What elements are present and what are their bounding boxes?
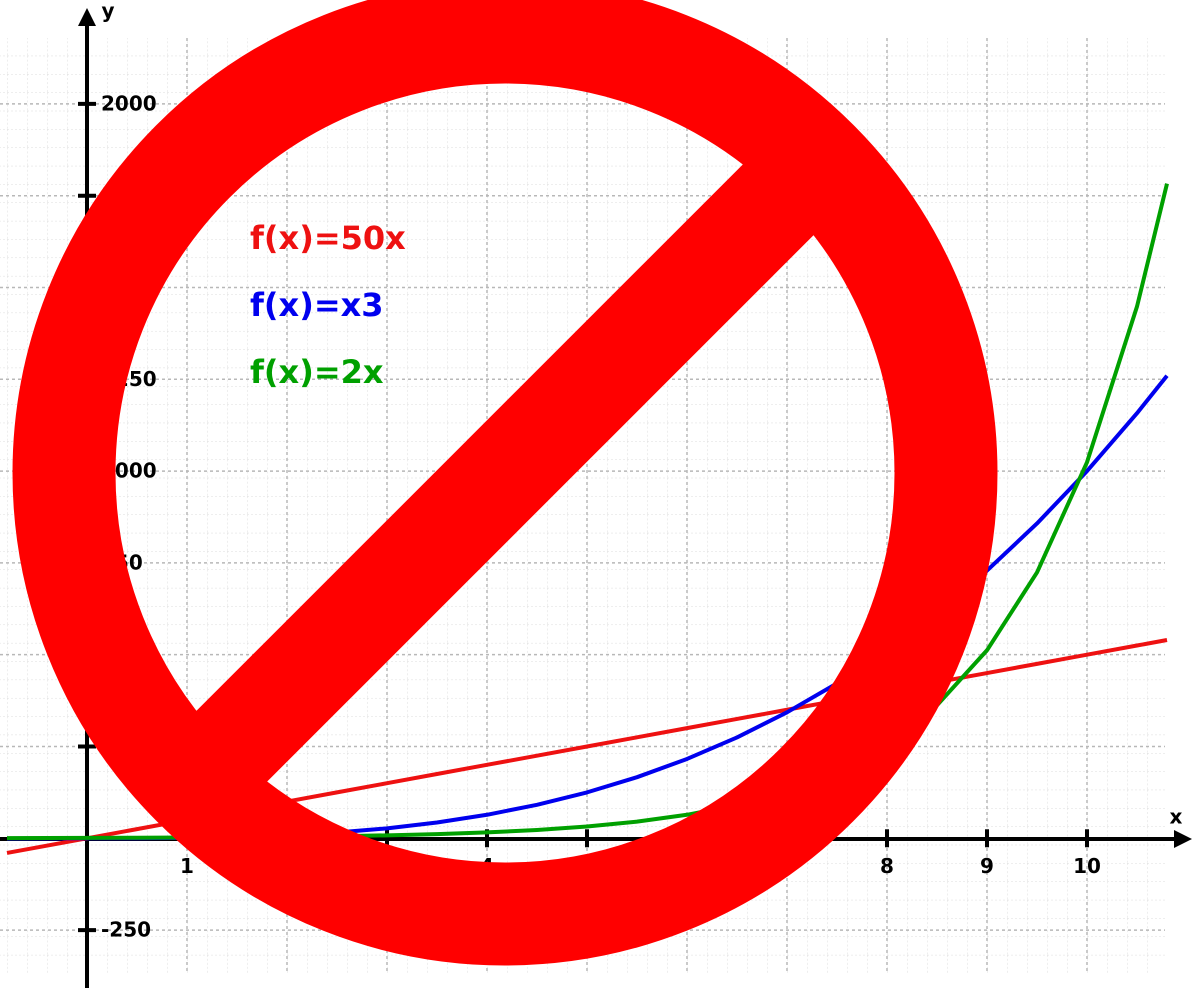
prohibition-sign xyxy=(12,0,998,966)
y-arrow xyxy=(78,8,96,26)
x-arrow xyxy=(1174,830,1192,848)
sign-ring xyxy=(12,0,998,966)
y-tick-label: 2000 xyxy=(101,91,157,115)
x-tick-label: 1 xyxy=(180,854,194,878)
legend-entry: f(x)=50x xyxy=(250,219,406,257)
legend-entry: f(x)=2x xyxy=(250,353,384,391)
sign-slash xyxy=(193,161,817,785)
legend-entry: f(x)=x3 xyxy=(250,286,384,324)
legend: f(x)=50x f(x)=x3 f(x)=2x xyxy=(250,219,406,391)
y-tick-label: -250 xyxy=(101,918,151,942)
x-tick-label: 8 xyxy=(880,854,894,878)
x-axis-label: x xyxy=(1170,805,1183,829)
x-tick-label: 10 xyxy=(1073,854,1101,878)
x-tick-label: 9 xyxy=(980,854,994,878)
y-axis-label: y xyxy=(101,0,114,23)
